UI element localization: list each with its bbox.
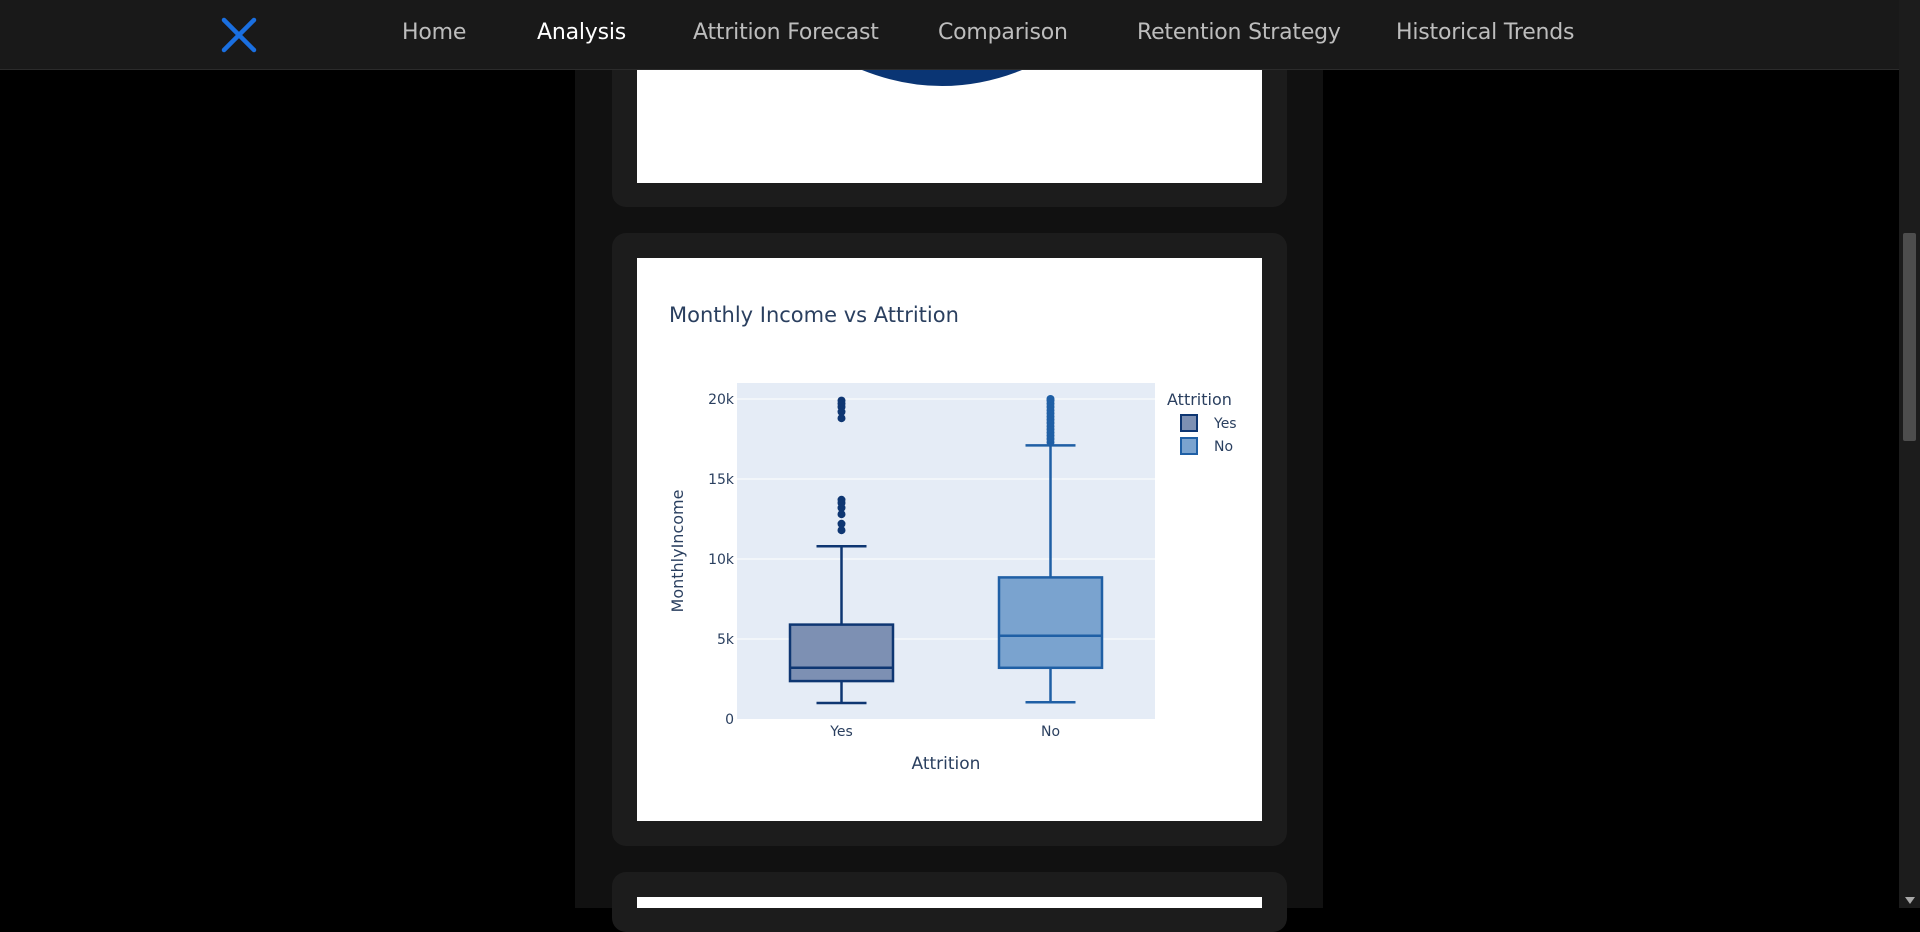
x-tick-label: Yes <box>829 724 853 740</box>
pie-chart-fragment <box>862 70 1022 86</box>
x-tick-label: No <box>1041 724 1060 740</box>
chart-title: Monthly Income vs Attrition <box>669 303 959 327</box>
boxplot-panel: Monthly Income vs Attrition 0 5k 10k 15k 20k… <box>637 258 1262 821</box>
scroll-down-arrow-icon[interactable] <box>1905 897 1915 904</box>
scrollbar-thumb[interactable] <box>1903 233 1916 441</box>
box-series <box>788 395 1104 705</box>
nav-item-retention-strategy[interactable]: Retention Strategy <box>1137 20 1341 45</box>
outlier-point <box>837 510 846 519</box>
nav-item-home[interactable]: Home <box>402 20 467 45</box>
nav-item-attrition-forecast[interactable]: Attrition Forecast <box>693 20 879 45</box>
y-tick-label: 0 <box>725 712 734 728</box>
nav-item-historical-trends[interactable]: Historical Trends <box>1396 20 1575 45</box>
nav-item-analysis[interactable]: Analysis <box>537 20 627 45</box>
y-axis-label: MonthlyIncome <box>668 490 687 613</box>
y-tick-label: 20k <box>708 392 735 408</box>
iqr-box <box>788 623 895 683</box>
y-tick-label: 15k <box>708 472 735 488</box>
iqr-box <box>997 576 1104 670</box>
outlier-point <box>837 526 846 535</box>
x-axis-ticks: Yes No <box>829 724 1060 740</box>
legend-title: Attrition <box>1167 390 1232 409</box>
outlier-point <box>837 396 846 405</box>
x-axis-label: Attrition <box>912 754 981 774</box>
legend-label: No <box>1214 439 1233 455</box>
x-logo-icon[interactable] <box>220 16 258 54</box>
outlier-point <box>837 495 846 504</box>
top-navbar: Home Analysis Attrition Forecast Compari… <box>0 0 1899 70</box>
outlier-point <box>837 519 846 528</box>
y-tick-label: 5k <box>717 632 735 648</box>
box-yes <box>788 396 895 705</box>
pie-slice <box>862 70 1022 86</box>
legend-swatch <box>1180 437 1198 455</box>
y-tick-label: 10k <box>708 552 735 568</box>
outlier-point <box>837 414 846 423</box>
box-no <box>997 395 1104 704</box>
y-axis-ticks: 0 5k 10k 15k 20k <box>708 392 735 728</box>
nav-item-comparison[interactable]: Comparison <box>938 20 1068 45</box>
legend-swatch <box>1180 414 1198 432</box>
monthly-income-boxplot: Monthly Income vs Attrition 0 5k 10k 15k 20k… <box>668 303 1237 774</box>
outlier-point <box>1046 395 1055 403</box>
next-chart-panel <box>637 897 1262 908</box>
legend-label: Yes <box>1213 416 1237 432</box>
legend: Yes No <box>1180 414 1237 455</box>
page-scrollbar[interactable] <box>1899 0 1920 908</box>
